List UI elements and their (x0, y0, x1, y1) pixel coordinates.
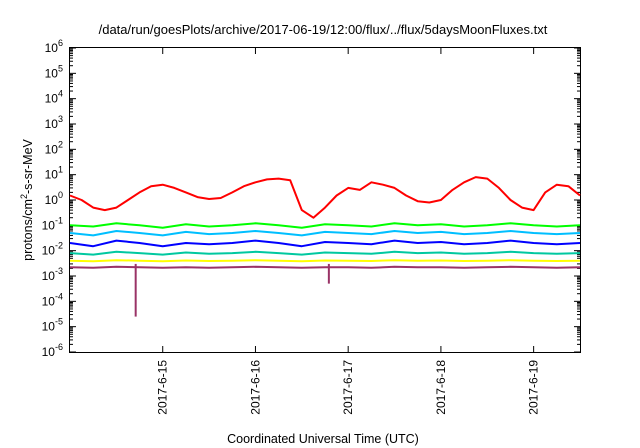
y-tick-label: 106 (45, 38, 63, 55)
series-line-1 (69, 176, 581, 219)
y-tick-label: 104 (45, 89, 63, 106)
series-line-2 (69, 222, 581, 229)
y-tick-label: 10-2 (42, 241, 63, 258)
series-group (69, 176, 581, 269)
plot-frame (69, 47, 581, 353)
dip-group (134, 263, 330, 317)
chart-title: /data/run/goesPlots/archive/2017-06-19/1… (99, 22, 548, 37)
series-line-5 (69, 250, 581, 256)
x-tick-label: 2017-6-16 (248, 360, 262, 415)
series-line-3 (69, 230, 581, 237)
x-tick-label: 2017-6-17 (341, 360, 355, 415)
y-tick-label: 10-1 (42, 215, 63, 232)
y-tick-label: 101 (45, 165, 63, 182)
y-tick-label: 103 (45, 114, 63, 131)
x-tick-label: 2017-6-15 (156, 360, 170, 415)
y-axis-label: protons/cm2-s-sr-MeV (19, 138, 35, 260)
x-axis-label: Coordinated Universal Time (UTC) (227, 432, 419, 446)
series-line-4 (69, 239, 581, 248)
series-line-6 (69, 259, 581, 263)
y-axis: 10-6 10-5 10-4 10-3 10-2 10-1 100 101 102 103 104 1… (42, 38, 580, 359)
y-tick-label: 105 (45, 63, 63, 80)
y-tick-label: 102 (45, 139, 63, 156)
x-axis: 2017-6-15 2017-6-16 2017-6-17 2017-6-18 2017… (156, 48, 541, 415)
x-tick-label: 2017-6-18 (434, 360, 448, 415)
y-tick-label: 10-4 (42, 291, 63, 308)
y-tick-label: 10-3 (42, 266, 63, 283)
y-tick-label: 10-6 (42, 342, 63, 359)
y-tick-label: 10-5 (42, 317, 63, 334)
y-tick-label: 100 (45, 190, 63, 207)
series-line-7 (69, 265, 581, 269)
x-tick-label: 2017-6-19 (527, 360, 541, 415)
